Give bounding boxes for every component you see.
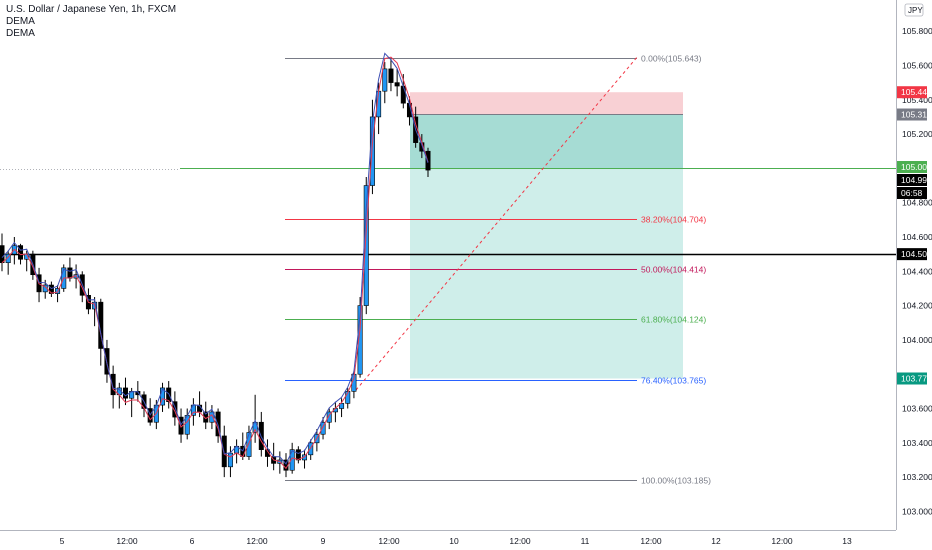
currency-badge-box bbox=[904, 3, 924, 17]
dema-line bbox=[1, 52, 429, 465]
candle-body bbox=[5, 253, 11, 264]
price-label-box bbox=[897, 174, 927, 186]
dema-line bbox=[1, 56, 429, 470]
price-label-box bbox=[897, 187, 927, 199]
price-labels: 105.444 105.314 105.001 104.997 06:58 104.500… bbox=[897, 86, 932, 385]
candle-body bbox=[400, 85, 406, 104]
candle-body bbox=[264, 449, 270, 457]
candle-body bbox=[326, 411, 332, 423]
price-tick-label: 105.600 bbox=[902, 60, 932, 70]
candle-body bbox=[289, 449, 295, 471]
candle-body bbox=[345, 391, 351, 404]
time-tick-label: 11 bbox=[581, 536, 590, 546]
price-tick-label: 104.200 bbox=[902, 301, 932, 311]
candle-body bbox=[209, 411, 215, 423]
fib-level-label: 100.00%(103.185) bbox=[641, 476, 711, 486]
time-tick-label: 12 bbox=[711, 536, 721, 546]
price-label: 105.001 bbox=[901, 162, 932, 172]
profit-zone bbox=[410, 168, 683, 379]
candle-body bbox=[172, 401, 178, 418]
price-tick-label: 105.200 bbox=[902, 129, 932, 139]
time-tick-label: 12:00 bbox=[116, 536, 138, 546]
candle-body bbox=[394, 82, 400, 87]
price-label: 104.997 bbox=[901, 175, 932, 185]
price-label: 103.775 bbox=[901, 373, 932, 383]
candle-body bbox=[382, 68, 388, 92]
price-label-box bbox=[897, 86, 927, 99]
candle-body bbox=[308, 442, 314, 456]
candle-body bbox=[48, 284, 54, 294]
price-label-box bbox=[897, 161, 927, 173]
candle-body bbox=[388, 68, 394, 83]
candle-body bbox=[320, 421, 326, 435]
time-tick-label: 12:00 bbox=[640, 536, 662, 546]
fib-level-label: 76.40%(103.765) bbox=[641, 376, 706, 386]
price-tick-label: 103.400 bbox=[902, 438, 932, 448]
stop-loss-zone bbox=[410, 92, 683, 115]
time-tick-label: 10 bbox=[449, 536, 459, 546]
chart-legend: U.S. Dollar / Japanese Yen, 1h, FXCM DEM… bbox=[6, 4, 176, 40]
horizontal-lines bbox=[0, 168, 896, 256]
price-tick-label: 105.800 bbox=[902, 26, 932, 36]
currency-badge: JPY bbox=[908, 6, 923, 15]
time-tick-label: 12:00 bbox=[771, 536, 793, 546]
candle-body bbox=[110, 373, 116, 396]
price-label-box bbox=[897, 108, 927, 121]
time-tick-label: 5 bbox=[60, 536, 65, 546]
time-tick-label: 12:00 bbox=[246, 536, 268, 546]
position-zones bbox=[410, 92, 683, 379]
fibonacci-retracement: 0.00%(105.643) 38.20%(104.704) 50.00%(104.… bbox=[285, 54, 711, 486]
price-label: 105.314 bbox=[901, 110, 932, 120]
indicator-dema-2[interactable]: DEMA bbox=[6, 28, 35, 39]
time-tick-label: 6 bbox=[190, 536, 195, 546]
indicator-dema-1[interactable]: DEMA bbox=[6, 16, 35, 27]
candle-body bbox=[0, 245, 5, 264]
price-tick-label: 103.200 bbox=[902, 472, 932, 482]
candle-body bbox=[339, 403, 345, 409]
price-tick-label: 104.000 bbox=[902, 335, 932, 345]
profit-zone-reached bbox=[410, 114, 683, 169]
time-tick-label: 9 bbox=[321, 536, 326, 546]
candle-body bbox=[227, 452, 233, 468]
dema-lines bbox=[1, 52, 429, 470]
fib-level-label: 0.00%(105.643) bbox=[641, 54, 702, 64]
candle-body bbox=[246, 432, 252, 457]
price-label-box bbox=[897, 372, 927, 385]
price-axis: 105.800 105.600 105.400 105.200 104.800 104.6… bbox=[896, 0, 932, 530]
symbol-title: U.S. Dollar / Japanese Yen, 1h, FXCM bbox=[6, 4, 177, 15]
time-tick-label: 13 bbox=[842, 536, 852, 546]
candle-body bbox=[122, 387, 128, 399]
price-label-box bbox=[897, 248, 927, 261]
price-tick-label: 104.400 bbox=[902, 266, 932, 276]
price-label: 06:58 bbox=[901, 188, 923, 198]
time-axis: 5 12:00 6 12:00 9 12:00 10 12:00 11 12:00 12 12:00 1… bbox=[0, 530, 896, 546]
candle-body bbox=[160, 387, 166, 406]
time-tick-label: 12:00 bbox=[378, 536, 400, 546]
time-tick-label: 12:00 bbox=[509, 536, 531, 546]
price-tick-label: 103.000 bbox=[902, 506, 932, 516]
price-tick-label: 104.600 bbox=[902, 232, 932, 242]
fib-level-label: 50.00%(104.414) bbox=[641, 265, 706, 275]
fib-level-label: 61.80%(104.124) bbox=[641, 315, 706, 325]
price-label: 104.500 bbox=[901, 249, 932, 259]
trend-line bbox=[355, 55, 639, 391]
price-tick-label: 104.800 bbox=[902, 198, 932, 208]
price-tick-label: 105.400 bbox=[902, 95, 932, 105]
candle-body bbox=[67, 267, 73, 279]
trend-line-dashed bbox=[355, 55, 639, 391]
price-label: 105.444 bbox=[901, 87, 932, 97]
price-tick-label: 103.600 bbox=[902, 404, 932, 414]
fib-level-label: 38.20%(104.704) bbox=[641, 215, 706, 225]
